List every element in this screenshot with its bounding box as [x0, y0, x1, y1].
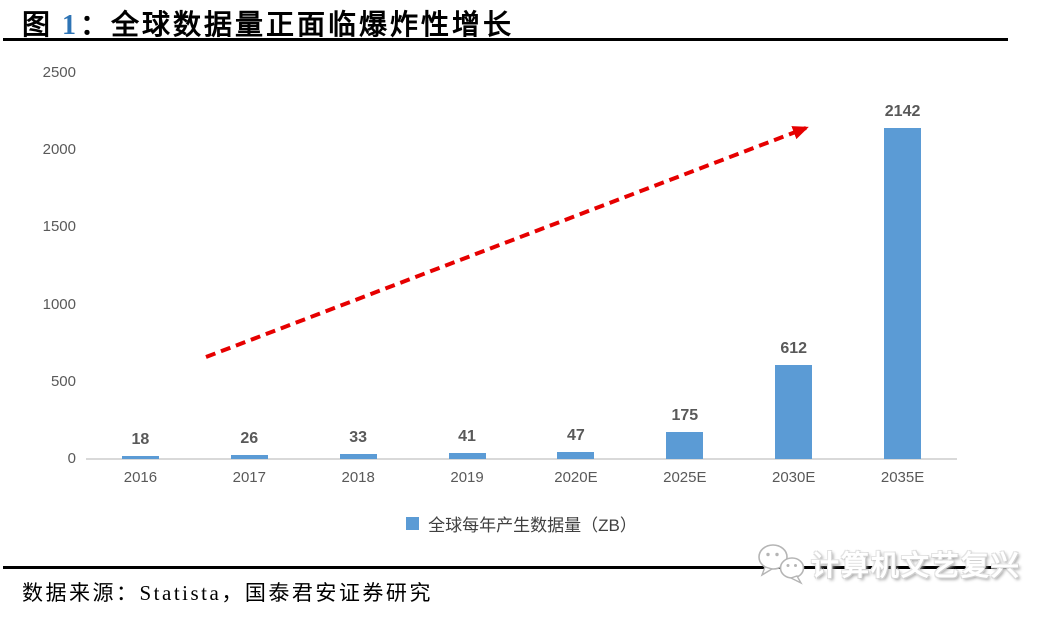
- y-axis-tick-label: 2000: [42, 141, 76, 159]
- axis-baseline: [86, 458, 957, 460]
- bar-2016: [121, 456, 159, 459]
- x-axis-tick-label: 2030E: [772, 469, 816, 486]
- bar-value-label: 2142: [884, 103, 921, 121]
- title-rule: [3, 38, 1008, 41]
- bar-2035E: [884, 128, 922, 459]
- x-axis-tick-label: 2016: [123, 469, 158, 486]
- bar-value-label: 47: [567, 426, 585, 444]
- bar-2025E: [666, 431, 704, 459]
- chart-legend: 全球每年产生数据量（ZB）: [86, 511, 957, 536]
- x-axis-tick-label: 2025E: [663, 469, 707, 486]
- watermark-text: 计算机文艺复兴: [811, 550, 1022, 581]
- figure-title-text: 全球数据量正面临爆炸性增长: [111, 10, 515, 41]
- figure-number: 1: [62, 10, 80, 41]
- legend-label: 全球每年产生数据量（ZB）: [428, 516, 637, 535]
- y-axis-tick-label: 1500: [42, 218, 76, 236]
- y-axis-tick-label: 0: [67, 450, 76, 467]
- bar-value-label: 26: [240, 429, 259, 447]
- bar-value-label: 18: [131, 431, 150, 449]
- y-axis-tick-label: 1000: [42, 295, 76, 313]
- bar-value-label: 33: [349, 428, 368, 446]
- bar-value-label: 175: [671, 406, 699, 424]
- y-axis-tick-label: 2500: [42, 64, 76, 81]
- legend-swatch: [406, 517, 420, 530]
- bar-2019: [448, 452, 486, 459]
- bar-2030E: [775, 364, 813, 459]
- figure-title: 图 1：全球数据量正面临爆炸性增长: [22, 3, 514, 43]
- wechat-chat-bubbles-icon: [758, 544, 805, 585]
- bar-2017: [230, 454, 268, 459]
- x-axis-tick-label: 2018: [341, 469, 375, 486]
- x-axis-tick-label: 2019: [450, 469, 484, 486]
- x-axis-tick-label: 2017: [232, 469, 266, 486]
- footer-rule: [3, 566, 1008, 569]
- bar-value-label: 41: [458, 427, 476, 445]
- bar-2020E: [557, 451, 595, 459]
- bar-2018: [339, 453, 377, 459]
- data-source-text: 数据来源：Statista，国泰君安证券研究: [22, 581, 433, 605]
- watermark: 计算机文艺复兴: [756, 542, 1021, 586]
- x-axis-tick-label: 2020E: [554, 469, 598, 486]
- bar-value-label: 612: [780, 339, 808, 357]
- y-axis-tick-label: 500: [50, 372, 76, 390]
- figure-label-colon: ：: [80, 10, 112, 41]
- x-axis-tick-label: 2035E: [880, 469, 925, 486]
- figure-label-prefix: 图: [22, 10, 54, 41]
